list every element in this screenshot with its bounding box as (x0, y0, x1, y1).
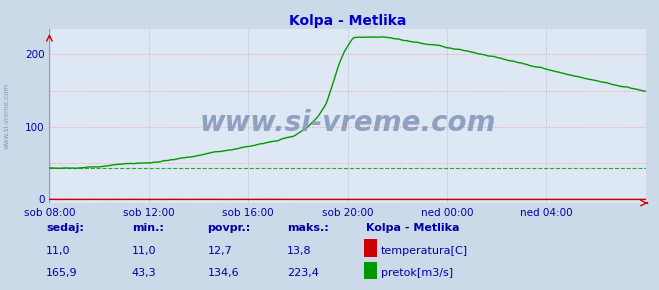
Text: www.si-vreme.com: www.si-vreme.com (3, 83, 10, 149)
Text: min.:: min.: (132, 222, 163, 233)
Text: 13,8: 13,8 (287, 246, 311, 256)
Title: Kolpa - Metlika: Kolpa - Metlika (289, 14, 407, 28)
Text: pretok[m3/s]: pretok[m3/s] (381, 268, 453, 278)
Text: 11,0: 11,0 (132, 246, 156, 256)
Text: maks.:: maks.: (287, 222, 328, 233)
Text: povpr.:: povpr.: (208, 222, 251, 233)
Text: Kolpa - Metlika: Kolpa - Metlika (366, 222, 459, 233)
Text: 12,7: 12,7 (208, 246, 233, 256)
Text: 43,3: 43,3 (132, 268, 156, 278)
Text: 223,4: 223,4 (287, 268, 318, 278)
Text: 165,9: 165,9 (46, 268, 78, 278)
Text: 11,0: 11,0 (46, 246, 71, 256)
Text: 134,6: 134,6 (208, 268, 239, 278)
Text: sedaj:: sedaj: (46, 222, 84, 233)
Text: www.si-vreme.com: www.si-vreme.com (200, 109, 496, 137)
Text: temperatura[C]: temperatura[C] (381, 246, 468, 256)
